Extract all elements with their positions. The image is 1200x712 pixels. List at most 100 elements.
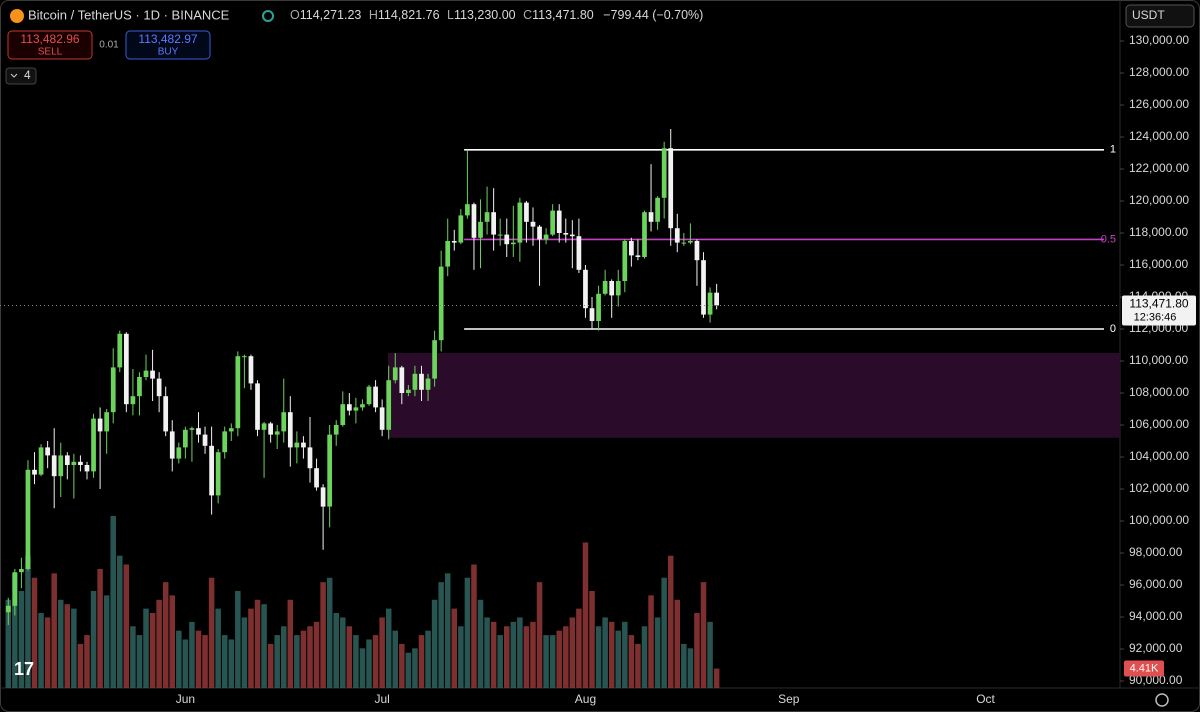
legend-value: 114,271.23 — [300, 8, 362, 22]
volume-bar — [110, 516, 116, 688]
candle-body — [209, 445, 214, 496]
candle-body — [38, 447, 44, 475]
volume-bar — [399, 643, 405, 688]
volume-bar — [333, 613, 339, 688]
candle-body — [465, 204, 470, 216]
volume-bar — [648, 595, 654, 688]
y-tick-label: 96,000.00 — [1129, 577, 1183, 591]
volume-bar — [162, 582, 169, 688]
candle-body — [25, 469, 31, 569]
volume-bar — [57, 599, 64, 688]
currency-button[interactable] — [1125, 4, 1195, 28]
candle-body — [406, 389, 411, 393]
volume-bar — [189, 621, 195, 688]
y-tick-label: 124,000.00 — [1129, 129, 1189, 143]
volume-bar — [471, 564, 477, 688]
candle-body — [537, 226, 542, 240]
volume-bar — [589, 590, 595, 688]
volume-bar — [549, 635, 556, 688]
candle-body — [340, 404, 346, 425]
volume-bar — [379, 617, 385, 688]
settings-icon[interactable] — [1155, 693, 1169, 707]
candle-body — [674, 228, 680, 243]
y-tick-label: 92,000.00 — [1129, 641, 1183, 655]
candle-body — [517, 202, 523, 243]
candle-body — [327, 434, 333, 507]
candle-body — [655, 197, 660, 222]
sell-price: 113,482.96 — [20, 32, 79, 46]
volume-bar — [117, 555, 123, 688]
volume-bar — [64, 604, 71, 688]
volume-bar — [674, 599, 681, 688]
indicator-toggle[interactable] — [5, 67, 37, 85]
candle-body — [425, 378, 431, 390]
y-tick-label: 102,000.00 — [1129, 481, 1189, 495]
plot-area — [0, 129, 1120, 688]
volume-bar — [405, 652, 412, 688]
volume-bar — [18, 590, 25, 688]
candle-body — [360, 404, 365, 408]
price-tag — [1122, 295, 1196, 326]
volume-bar — [418, 635, 425, 688]
volume-bar — [412, 648, 418, 688]
x-tick-label: Oct — [976, 692, 995, 706]
volume-bar — [359, 648, 366, 688]
chart-title: Bitcoin / TetherUS · 1D · BINANCE — [28, 7, 230, 22]
volume-bar — [464, 577, 471, 688]
volume-bar — [300, 630, 307, 688]
candle-body — [445, 241, 451, 267]
candle-body — [183, 429, 188, 448]
chevron-icon — [10, 73, 18, 78]
candle-body — [242, 356, 247, 358]
volume-bar — [176, 630, 182, 688]
buy-button[interactable] — [125, 30, 211, 60]
candle-body — [563, 233, 569, 235]
volume-bar — [143, 608, 149, 688]
volume-bar — [536, 582, 543, 688]
y-tick-label: 116,000.00 — [1129, 257, 1188, 271]
candle-body — [478, 221, 483, 238]
candle-body — [602, 281, 608, 294]
candle-body — [137, 377, 142, 397]
volume-bar — [254, 599, 261, 688]
volume-bar — [51, 573, 57, 688]
volume-bar — [635, 643, 641, 688]
countdown: 12:36:46 — [1134, 311, 1177, 323]
legend-key: C — [523, 8, 532, 22]
volume-bar — [595, 626, 602, 688]
candle-body — [556, 210, 562, 233]
candle-body — [150, 370, 155, 379]
volume-bar — [517, 617, 523, 688]
candle-body — [163, 396, 169, 432]
volume-tag — [1124, 660, 1164, 677]
candle-body — [215, 452, 221, 496]
candle-body — [320, 487, 326, 507]
currency: USDT — [1132, 8, 1165, 22]
candle-body — [497, 234, 503, 236]
candle-body — [143, 370, 149, 377]
candle-body — [510, 242, 516, 245]
candle-body — [189, 428, 195, 430]
volume-bar — [707, 621, 713, 688]
candle-body — [176, 447, 182, 459]
candle-body — [688, 241, 693, 243]
sell-button[interactable] — [7, 30, 93, 60]
candle-body — [648, 212, 654, 222]
volume-bar — [235, 590, 241, 688]
candle-body — [694, 241, 700, 261]
logo: 17 — [14, 659, 34, 679]
candle-body — [294, 442, 300, 448]
volume-bar — [136, 635, 143, 688]
y-tick-label: 90,000.00 — [1129, 673, 1183, 687]
volume-bar — [156, 599, 162, 688]
y-tick-label: 130,000.00 — [1129, 33, 1189, 47]
candle-body — [596, 293, 601, 321]
candle-body — [681, 242, 687, 244]
fib-label: 1 — [1110, 144, 1116, 156]
candle-body — [91, 418, 96, 472]
candle-body — [583, 269, 588, 309]
candle-body — [19, 569, 24, 573]
candle-body — [714, 292, 719, 306]
legend-change: −799.44 (−0.70%) — [603, 8, 703, 22]
